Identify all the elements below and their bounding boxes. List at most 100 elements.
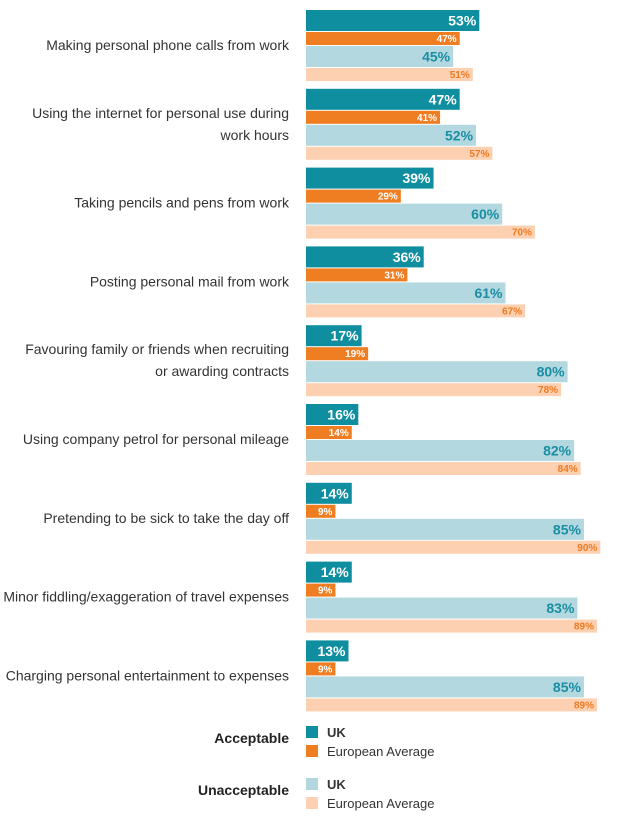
bar [306, 504, 336, 518]
legend-swatch [306, 778, 318, 790]
bar-group: Taking pencils and pens from work 39% 29% 6… [74, 167, 535, 239]
bar [306, 440, 575, 461]
category-label: Minor fiddling/exaggeration of travel ex… [3, 589, 289, 605]
bar-value-label: 89% [574, 700, 594, 711]
bar [306, 189, 401, 203]
legend-swatch [306, 745, 318, 757]
category-label: work hours [220, 127, 289, 143]
bar-value-label: 39% [402, 170, 431, 186]
bar [306, 540, 601, 554]
bar-value-label: 51% [450, 70, 470, 81]
category-label: Using company petrol for personal mileag… [23, 431, 289, 447]
bar [306, 698, 598, 712]
bar-value-label: 45% [422, 49, 451, 65]
bar-value-label: 9% [318, 586, 333, 597]
category-label: Using the internet for personal use duri… [32, 105, 289, 121]
bar-value-label: 36% [393, 249, 422, 265]
bar-group: Using company petrol for personal mileag… [23, 404, 581, 475]
bar-value-label: 84% [558, 464, 578, 475]
bar-value-label: 14% [329, 428, 349, 439]
bar-group: Minor fiddling/exaggeration of travel ex… [3, 561, 598, 633]
bar-value-label: 78% [538, 385, 558, 396]
bar-value-label: 67% [502, 306, 522, 317]
bar [306, 347, 369, 361]
bar-group: Making personal phone calls from work 53%… [46, 10, 480, 81]
bar [306, 583, 336, 597]
bars-layer: Making personal phone calls from work 53%… [3, 10, 601, 712]
bar-value-label: 83% [546, 600, 575, 616]
bar-value-label: 14% [321, 485, 350, 501]
bar-value-label: 9% [318, 664, 333, 675]
bar [306, 383, 562, 397]
bar-value-label: 31% [384, 270, 404, 281]
bar-group: Charging personal entertainment to expen… [6, 640, 598, 712]
legend-item-label: UK [327, 777, 346, 792]
bar [306, 146, 493, 160]
legend-group-title: Unacceptable [198, 782, 289, 798]
bar [306, 304, 526, 318]
bar-group: Using the internet for personal use duri… [32, 88, 493, 160]
bar-value-label: 47% [429, 91, 458, 107]
bar [306, 32, 460, 45]
bar-value-label: 52% [445, 127, 474, 143]
bar [306, 46, 454, 67]
category-label: Charging personal entertainment to expen… [6, 667, 289, 683]
bar-value-label: 61% [474, 285, 503, 301]
bar-value-label: 41% [417, 113, 437, 124]
bar [306, 325, 362, 347]
bar [306, 203, 503, 225]
bar [306, 462, 581, 475]
category-label: Favouring family or friends when recruit… [25, 341, 289, 357]
bar-value-label: 89% [574, 622, 594, 633]
legend-group: Unacceptable UK European Average [198, 777, 435, 811]
bar [306, 518, 584, 540]
bar-value-label: 14% [321, 564, 350, 580]
category-label: Making personal phone calls from work [46, 37, 290, 53]
legend-item-label: European Average [327, 744, 434, 759]
category-label: Posting personal mail from work [90, 273, 290, 289]
bar [306, 68, 473, 81]
bar [306, 361, 568, 383]
bar-value-label: 57% [469, 149, 489, 160]
bar [306, 404, 359, 425]
bar [306, 268, 408, 282]
bar [306, 246, 424, 268]
bar [306, 640, 349, 662]
legend-swatch [306, 797, 318, 809]
bar [306, 662, 336, 676]
category-label: Pretending to be sick to take the day of… [43, 510, 289, 526]
category-label: Taking pencils and pens from work [74, 195, 290, 211]
legend: Acceptable UK European Average Unacceptable… [198, 725, 435, 811]
bar-value-label: 13% [317, 643, 346, 659]
legend-group-title: Acceptable [214, 730, 289, 746]
bar-group: Posting personal mail from work 36% 31% 61%… [90, 246, 526, 318]
bar-value-label: 85% [553, 521, 582, 537]
bar [306, 482, 352, 504]
bar-group: Pretending to be sick to take the day of… [43, 482, 601, 554]
bar-value-label: 9% [318, 507, 333, 518]
bar-value-label: 70% [512, 228, 532, 239]
bar-value-label: 85% [553, 679, 582, 695]
bar [306, 167, 434, 189]
bar [306, 282, 506, 304]
bar [306, 10, 480, 31]
bar-value-label: 82% [543, 443, 572, 459]
bar-value-label: 16% [327, 407, 356, 423]
bar [306, 597, 578, 619]
bar [306, 225, 535, 239]
legend-item-label: UK [327, 725, 346, 740]
bar [306, 561, 352, 583]
bar-group: Favouring family or friends when recruit… [25, 325, 568, 397]
bar [306, 426, 352, 439]
bar-value-label: 53% [448, 13, 477, 29]
bar-value-label: 80% [537, 364, 566, 380]
bar-value-label: 17% [331, 328, 360, 344]
legend-swatch [306, 726, 318, 738]
bar-value-label: 90% [577, 543, 597, 554]
bar [306, 110, 441, 124]
bar-value-label: 19% [345, 349, 365, 360]
bar-value-label: 29% [378, 192, 398, 203]
bar [306, 619, 598, 633]
bar [306, 676, 584, 698]
